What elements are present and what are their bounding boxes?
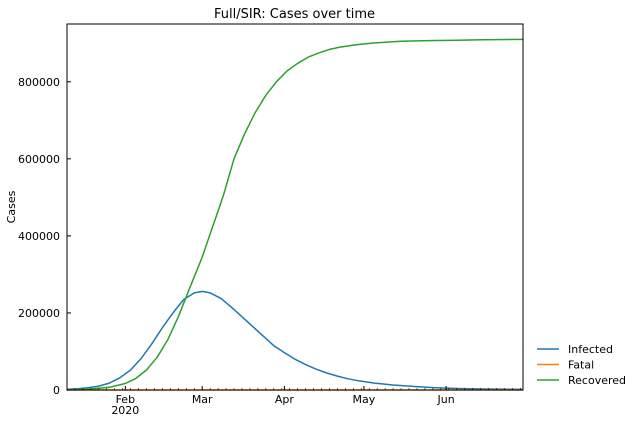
legend-label-recovered: Recovered (568, 374, 626, 387)
y-tick-label: 800000 (18, 76, 60, 89)
x-tick-sublabel: 2020 (111, 404, 139, 417)
y-axis: 0 200000 400000 600000 800000 (18, 76, 71, 397)
y-axis-label: Cases (5, 190, 18, 223)
legend: Infected Fatal Recovered (537, 343, 626, 387)
legend-label-infected: Infected (568, 343, 613, 356)
plot-series (66, 38, 524, 391)
y-tick-label: 200000 (18, 307, 60, 320)
y-tick-label: 600000 (18, 153, 60, 166)
x-tick-label: Mar (192, 393, 213, 406)
legend-label-fatal: Fatal (568, 359, 594, 372)
x-tick-label: Jun (437, 393, 455, 406)
y-tick-label: 400000 (18, 230, 60, 243)
x-tick-label: May (353, 393, 376, 406)
chart-title: Full/SIR: Cases over time (214, 7, 375, 22)
x-tick-label: Feb (116, 393, 135, 406)
y-tick-label: 0 (53, 384, 60, 397)
plot-frame (66, 23, 524, 391)
series-line-recovered (66, 38, 524, 391)
x-tick-label: Apr (275, 393, 295, 406)
series-line-infected (66, 290, 524, 391)
